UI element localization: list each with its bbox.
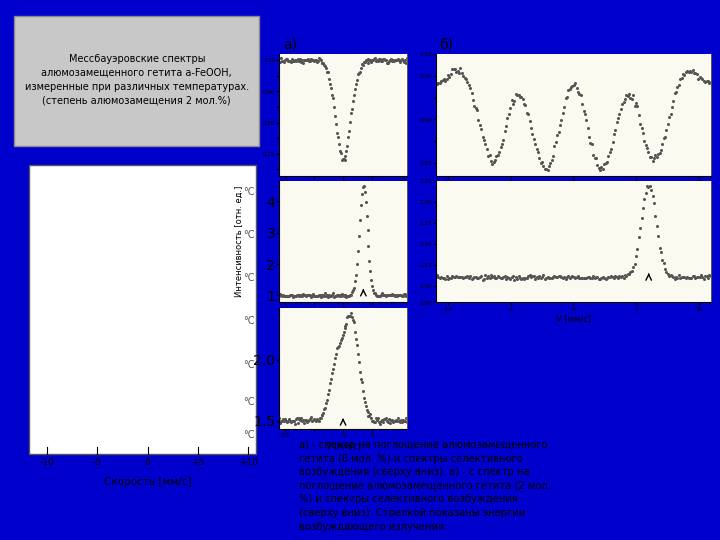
Text: Скорость [мм/с]: Скорость [мм/с] xyxy=(104,477,192,487)
Text: а) - спектр на поглощение алюмозамещенного
гетита (8 мол. %) и спектры селективн: а) - спектр на поглощение алюмозамещенно… xyxy=(299,440,551,532)
Bar xyxy=(436,181,711,302)
X-axis label: V [мм/с]: V [мм/с] xyxy=(325,441,361,450)
Text: °C: °C xyxy=(243,430,255,440)
Bar xyxy=(29,165,256,454)
Bar xyxy=(279,308,407,429)
Text: °C: °C xyxy=(243,397,255,407)
Text: а): а) xyxy=(283,37,297,51)
Text: Интенсивность [отн. ед.]: Интенсивность [отн. ед.] xyxy=(235,186,244,298)
Text: °C: °C xyxy=(243,187,255,197)
Text: +10: +10 xyxy=(239,458,258,467)
X-axis label: V [мм/с]: V [мм/с] xyxy=(556,314,591,323)
Bar xyxy=(436,54,711,176)
Text: °C: °C xyxy=(243,360,255,369)
Text: Интенсивность [отн. ед.]: Интенсивность [отн. ед.] xyxy=(399,123,408,234)
Text: -10: -10 xyxy=(40,458,54,467)
Bar xyxy=(279,181,407,302)
Text: -5: -5 xyxy=(93,458,102,467)
Text: Мессбауэровские спектры
алюмозамещенного гетита a-FeOOH,
измеренные при различны: Мессбауэровские спектры алюмозамещенного… xyxy=(24,54,249,106)
Text: °C: °C xyxy=(243,316,255,326)
Text: б): б) xyxy=(439,37,453,51)
Text: +5: +5 xyxy=(192,458,204,467)
Text: °C: °C xyxy=(243,273,255,283)
Bar xyxy=(279,54,407,176)
Text: 0: 0 xyxy=(145,458,150,467)
Bar xyxy=(14,16,259,146)
Text: °C: °C xyxy=(243,230,255,240)
